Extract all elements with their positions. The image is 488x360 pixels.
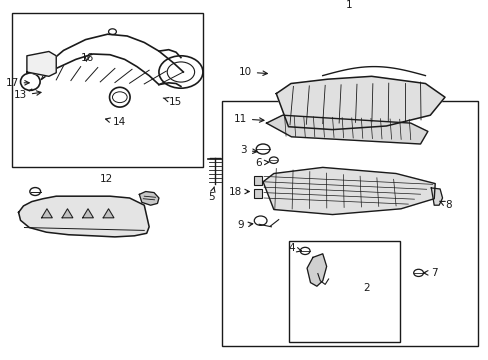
Text: 17: 17 bbox=[5, 78, 29, 88]
Polygon shape bbox=[41, 209, 52, 218]
Text: 4: 4 bbox=[288, 243, 301, 253]
Polygon shape bbox=[82, 209, 93, 218]
Bar bbox=[12, 13, 203, 167]
Text: 7: 7 bbox=[423, 268, 437, 278]
Text: 16: 16 bbox=[80, 53, 94, 63]
Text: 14: 14 bbox=[105, 117, 125, 127]
Polygon shape bbox=[139, 192, 159, 205]
Bar bbox=[222, 101, 477, 346]
Polygon shape bbox=[103, 209, 114, 218]
Polygon shape bbox=[62, 209, 73, 218]
Polygon shape bbox=[27, 51, 56, 76]
Bar bbox=[288, 241, 399, 342]
Text: 11: 11 bbox=[233, 114, 264, 124]
Text: 9: 9 bbox=[237, 220, 252, 230]
Polygon shape bbox=[276, 76, 444, 130]
Polygon shape bbox=[263, 167, 434, 215]
Text: 2: 2 bbox=[363, 283, 369, 293]
Text: 10: 10 bbox=[238, 67, 267, 77]
Polygon shape bbox=[266, 115, 427, 144]
Text: 13: 13 bbox=[14, 90, 41, 100]
Text: 15: 15 bbox=[163, 96, 182, 107]
Text: 18: 18 bbox=[228, 186, 249, 197]
Bar bbox=[254, 176, 262, 185]
Polygon shape bbox=[306, 254, 326, 286]
Text: 1: 1 bbox=[345, 0, 352, 10]
Text: 8: 8 bbox=[439, 200, 451, 210]
Bar bbox=[254, 189, 262, 198]
Polygon shape bbox=[19, 196, 149, 237]
Text: 6: 6 bbox=[255, 158, 268, 168]
Text: 12: 12 bbox=[100, 174, 113, 184]
Polygon shape bbox=[430, 188, 442, 205]
Text: 5: 5 bbox=[207, 187, 215, 202]
Text: 3: 3 bbox=[240, 145, 257, 156]
